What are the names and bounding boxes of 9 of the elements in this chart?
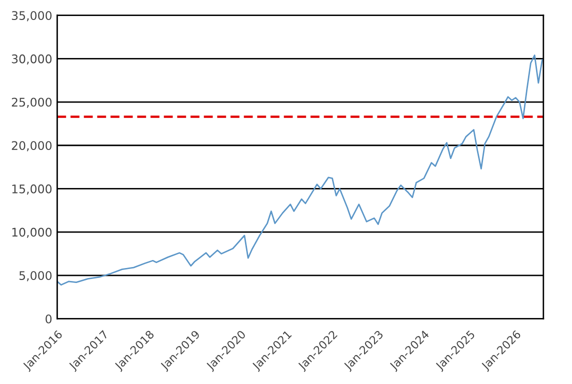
y-tick-label: 15,000 <box>12 184 52 195</box>
y-tick-label: 5,000 <box>19 271 52 282</box>
y-tick-label: 20,000 <box>12 141 52 152</box>
y-tick-label: 0 <box>46 314 52 324</box>
line-series <box>57 54 543 286</box>
y-tick-label: 35,000 <box>12 11 52 22</box>
y-tick-label: 30,000 <box>12 54 52 65</box>
y-tick-label: 25,000 <box>12 98 52 108</box>
y-tick-label: 10,000 <box>12 228 52 238</box>
